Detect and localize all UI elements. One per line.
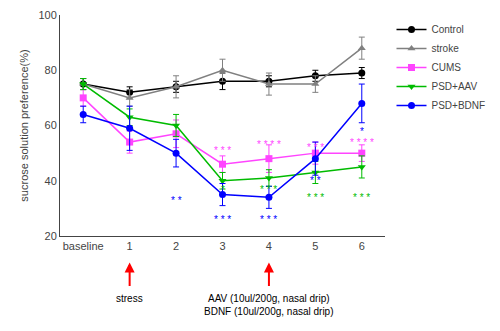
svg-text:* * *: * * *: [214, 145, 231, 156]
svg-text:1: 1: [127, 240, 133, 252]
svg-text:Control: Control: [432, 24, 464, 35]
svg-text:2: 2: [173, 240, 179, 252]
svg-text:PSD+BDNF: PSD+BDNF: [432, 100, 486, 111]
svg-text:stress: stress: [116, 293, 143, 304]
svg-text:100: 100: [38, 9, 56, 21]
svg-text:stroke: stroke: [432, 43, 460, 54]
svg-text:* * *: * * *: [353, 192, 370, 203]
svg-text:* * *: * * *: [260, 214, 277, 225]
svg-text:*: *: [360, 126, 364, 137]
svg-text:sucrose solution preference(%): sucrose solution preference(%): [18, 49, 30, 201]
svg-text:80: 80: [45, 64, 57, 76]
svg-text:5: 5: [312, 240, 318, 252]
svg-text:* *: * *: [310, 175, 321, 186]
svg-text:* *: * *: [171, 195, 182, 206]
svg-text:CUMS: CUMS: [432, 62, 462, 73]
svg-text:20: 20: [45, 230, 57, 242]
svg-text:baseline: baseline: [63, 240, 104, 252]
svg-text:AAV (10ul/200g, nasal drip)BDN: AAV (10ul/200g, nasal drip)BDNF (10ul/20…: [204, 293, 334, 317]
svg-text:4: 4: [266, 240, 272, 252]
svg-text:* * *: * * *: [260, 184, 277, 195]
svg-text:3: 3: [219, 240, 225, 252]
svg-text:40: 40: [45, 175, 57, 187]
svg-text:* * * *: * * * *: [350, 137, 374, 148]
svg-text:* * *: * * *: [307, 142, 324, 153]
svg-text:* * *: * * *: [307, 192, 324, 203]
svg-text:*: *: [221, 184, 225, 195]
svg-text:60: 60: [45, 119, 57, 131]
svg-text:* * *: * * *: [214, 214, 231, 225]
svg-text:6: 6: [359, 240, 365, 252]
svg-text:PSD+AAV: PSD+AAV: [432, 81, 478, 92]
svg-text:* * * *: * * * *: [257, 139, 281, 150]
